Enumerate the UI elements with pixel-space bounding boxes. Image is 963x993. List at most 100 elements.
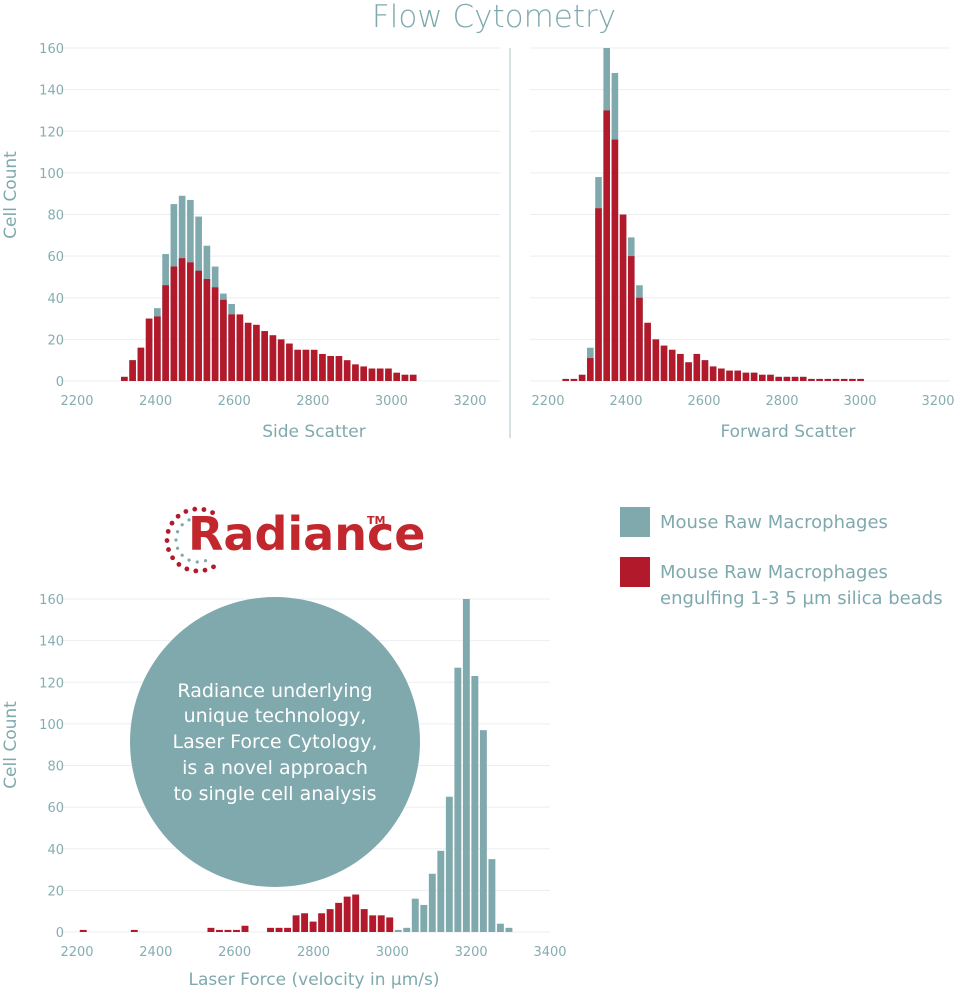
logo-wordmark: Radiance	[188, 507, 425, 561]
y-tick-label: 140	[39, 84, 64, 99]
bar-bead-macrophages	[154, 316, 161, 381]
info-bubble-line-4: is a novel approach	[182, 757, 368, 779]
x-tick-label: 2800	[296, 394, 329, 409]
y-tick-label: 20	[47, 333, 64, 348]
laser-force-bars	[79, 599, 513, 932]
bar-bead-macrophages	[261, 331, 268, 381]
bar-raw-macrophages	[428, 873, 436, 932]
bar-bead-macrophages	[335, 356, 343, 381]
x-tick-label: 2200	[60, 945, 93, 960]
bar-bead-macrophages	[562, 378, 570, 381]
bar-bead-macrophages	[677, 353, 684, 381]
side-scatter-chart: 2200 2400 2600 2800 3000 3200 0 20 40 60 80 100 120…	[1, 42, 500, 442]
logo-dot	[175, 513, 181, 519]
bar-bead-macrophages	[726, 370, 733, 381]
bar-bead-macrophages	[401, 374, 409, 381]
bar-bead-macrophages	[668, 349, 676, 381]
bar-bead-macrophages	[742, 372, 750, 381]
bar-bead-macrophages	[220, 299, 227, 381]
bar-bead-macrophages	[385, 368, 392, 381]
y-tick-label: 120	[39, 125, 64, 140]
logo-dot	[195, 560, 199, 564]
bar-bead-macrophages	[292, 915, 300, 932]
forward-scatter-bars	[562, 48, 864, 381]
bar-raw-macrophages	[411, 898, 419, 932]
bar-bead-macrophages	[302, 349, 310, 381]
bar-bead-macrophages	[352, 364, 359, 381]
bar-bead-macrophages	[376, 368, 384, 381]
logo-dot	[174, 538, 178, 542]
laser-force-y-label: Cell Count	[1, 701, 21, 789]
x-tick-label: 2800	[765, 394, 798, 409]
bar-bead-macrophages	[162, 285, 169, 381]
x-tick-label: 2800	[297, 945, 330, 960]
bar-bead-macrophages	[145, 318, 153, 381]
info-bubble-line-1: Radiance underlying	[177, 680, 372, 702]
bar-bead-macrophages	[170, 266, 178, 381]
bar-bead-macrophages	[137, 347, 145, 381]
radiance-logo: Radiance TM	[164, 506, 425, 574]
bar-raw-macrophages	[479, 730, 487, 932]
info-bubble-circle	[130, 597, 420, 887]
logo-dot	[211, 564, 216, 570]
chart-title: Flow Cytometry	[372, 0, 616, 35]
x-tick-label: 3400	[533, 945, 566, 960]
bar-raw-macrophages	[488, 859, 496, 932]
legend-label-series2-line1: Mouse Raw Macrophages	[660, 562, 888, 583]
logo-dot	[166, 547, 171, 552]
bar-bead-macrophages	[393, 372, 401, 381]
x-tick-label: 3200	[921, 394, 954, 409]
bar-bead-macrophages	[709, 366, 717, 381]
logo-dot	[169, 520, 175, 526]
bar-bead-macrophages	[783, 376, 791, 381]
legend: Mouse Raw Macrophages Mouse Raw Macropha…	[620, 507, 943, 609]
bar-bead-macrophages	[269, 335, 277, 381]
bar-bead-macrophages	[233, 929, 240, 932]
bar-bead-macrophages	[207, 927, 215, 932]
bar-bead-macrophages	[327, 356, 335, 381]
logo-dot	[192, 506, 198, 512]
bar-bead-macrophages	[718, 368, 725, 381]
bar-bead-macrophages	[318, 913, 326, 932]
bar-bead-macrophages	[377, 915, 385, 932]
bar-bead-macrophages	[309, 921, 317, 932]
bar-bead-macrophages	[277, 339, 285, 381]
bar-bead-macrophages	[130, 929, 138, 932]
logo-dot	[195, 516, 199, 520]
legend-swatch-red	[620, 557, 650, 587]
logo-dot	[184, 566, 190, 572]
bar-bead-macrophages	[775, 376, 782, 381]
bar-bead-macrophages	[840, 378, 848, 381]
bar-raw-macrophages	[394, 929, 402, 932]
bar-bead-macrophages	[386, 917, 394, 932]
x-tick-label: 2600	[687, 394, 720, 409]
bar-bead-macrophages	[275, 927, 283, 932]
laser-force-y-ticks: 0 20 40 60 80 100 120 140 160	[39, 593, 64, 941]
y-tick-label: 60	[47, 801, 64, 816]
bar-bead-macrophages	[603, 110, 610, 381]
x-tick-label: 3200	[455, 945, 488, 960]
bar-bead-macrophages	[319, 353, 326, 381]
bar-raw-macrophages	[420, 904, 428, 932]
bar-bead-macrophages	[644, 322, 651, 381]
bar-bead-macrophages	[832, 378, 840, 381]
bar-bead-macrophages	[849, 378, 856, 381]
bar-bead-macrophages	[224, 929, 232, 932]
logo-dot	[201, 507, 207, 512]
info-bubble-line-5: to single cell analysis	[173, 783, 376, 805]
bar-bead-macrophages	[701, 360, 709, 381]
bar-bead-macrophages	[244, 322, 252, 381]
y-tick-label: 0	[56, 375, 64, 390]
bar-bead-macrophages	[369, 915, 377, 932]
bar-bead-macrophages	[195, 270, 202, 381]
bar-bead-macrophages	[750, 372, 758, 381]
y-tick-label: 40	[47, 843, 64, 858]
bar-raw-macrophages	[462, 599, 470, 932]
bar-bead-macrophages	[79, 929, 87, 932]
bar-bead-macrophages	[253, 324, 260, 381]
bar-bead-macrophages	[759, 374, 766, 381]
logo-dot	[170, 555, 176, 561]
x-tick-label: 3200	[453, 394, 486, 409]
laser-force-x-label: Laser Force (velocity in µm/s)	[189, 970, 440, 990]
